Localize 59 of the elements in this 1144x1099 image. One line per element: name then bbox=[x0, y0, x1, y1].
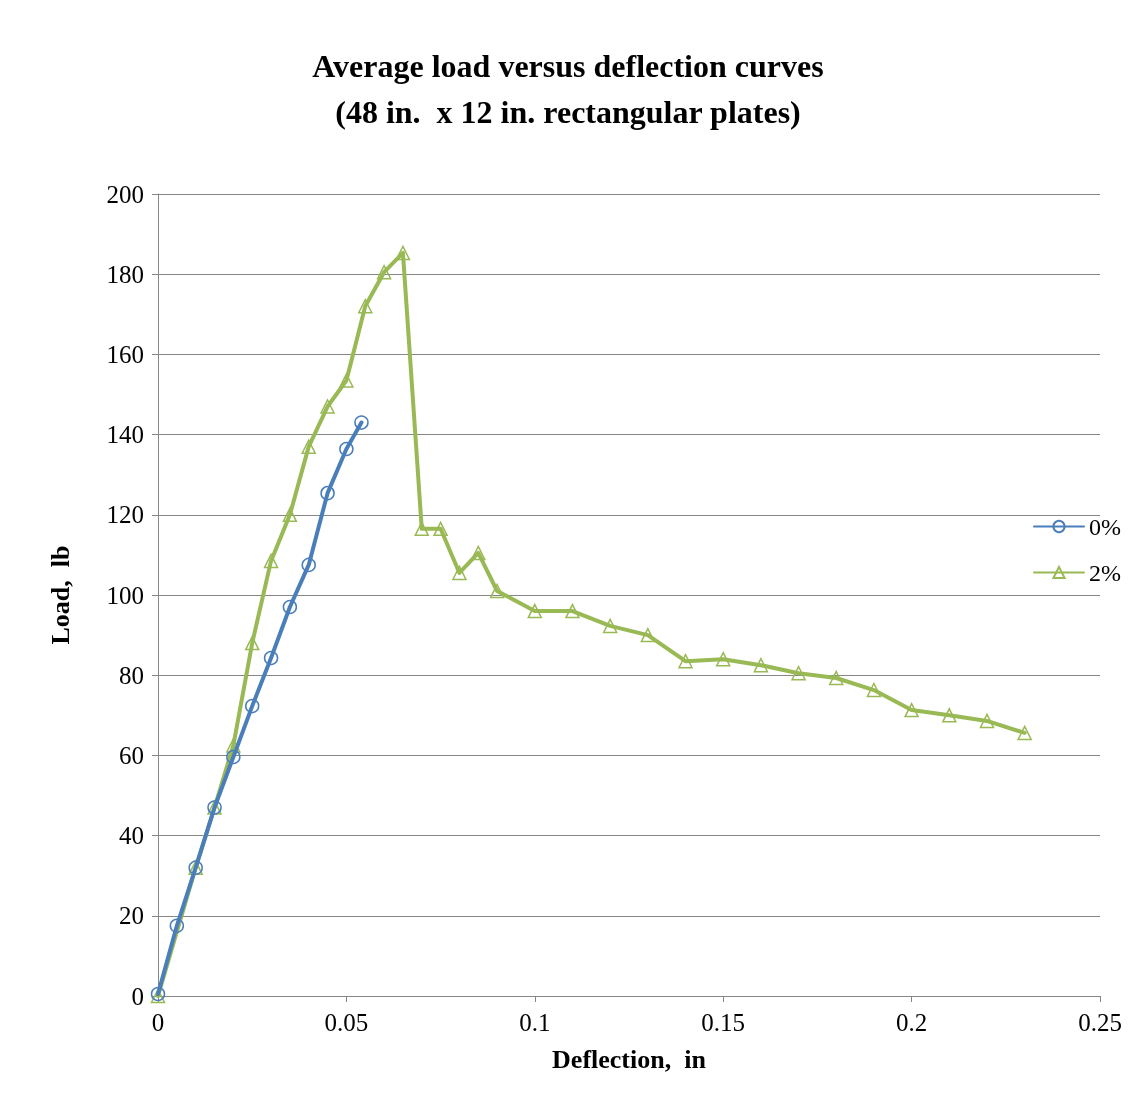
point bbox=[339, 441, 354, 457]
point bbox=[753, 657, 769, 673]
point bbox=[339, 373, 354, 388]
point bbox=[263, 553, 279, 569]
point bbox=[602, 618, 618, 634]
y-tick-label: 20 bbox=[119, 902, 144, 930]
x-tick-label: 0.25 bbox=[1078, 1009, 1122, 1036]
point bbox=[395, 245, 411, 261]
point bbox=[169, 918, 185, 934]
point bbox=[263, 650, 279, 666]
point bbox=[433, 521, 448, 537]
point bbox=[942, 708, 957, 723]
y-tick-label: 180 bbox=[106, 260, 144, 288]
y-tick-label: 80 bbox=[119, 661, 144, 689]
x-tick-label: 0.05 bbox=[324, 1009, 369, 1036]
y-tick-label: 60 bbox=[119, 741, 144, 769]
point bbox=[565, 603, 580, 619]
y-tick-label: 0 bbox=[131, 982, 144, 1010]
point bbox=[678, 653, 693, 669]
y-axis-title: Load, lb bbox=[45, 545, 75, 645]
y-tick-label: 120 bbox=[106, 501, 144, 529]
point bbox=[301, 439, 316, 454]
point bbox=[715, 651, 731, 667]
point bbox=[828, 670, 844, 686]
point bbox=[471, 545, 486, 561]
x-axis-title: Deflection, in bbox=[552, 1044, 707, 1074]
x-tick-label: 0.15 bbox=[701, 1009, 746, 1036]
point bbox=[301, 557, 316, 573]
point bbox=[226, 749, 241, 765]
point bbox=[282, 507, 298, 523]
point bbox=[354, 415, 369, 430]
point bbox=[866, 682, 882, 698]
point bbox=[244, 698, 260, 714]
y-tick-label: 160 bbox=[106, 340, 144, 368]
point bbox=[320, 399, 335, 414]
point bbox=[244, 635, 260, 651]
point bbox=[489, 583, 505, 599]
y-tick-label: 140 bbox=[106, 421, 144, 449]
point bbox=[979, 713, 995, 729]
y-tick-label: 200 bbox=[106, 180, 144, 208]
y-tick-label: 40 bbox=[119, 822, 144, 850]
x-tick-label: 0.2 bbox=[895, 1009, 928, 1036]
y-tick-label: 100 bbox=[106, 581, 144, 609]
point bbox=[904, 702, 919, 718]
x-tick-label: 0.1 bbox=[519, 1009, 551, 1036]
point bbox=[376, 264, 392, 280]
legend-label: 2% bbox=[1089, 559, 1122, 586]
point bbox=[282, 599, 298, 615]
point bbox=[320, 485, 335, 501]
point bbox=[640, 627, 656, 643]
point bbox=[527, 603, 543, 619]
point bbox=[357, 299, 373, 314]
point bbox=[791, 665, 806, 681]
x-tick-label: 0 bbox=[151, 1009, 165, 1036]
point bbox=[1017, 725, 1032, 741]
point bbox=[414, 521, 430, 537]
chart-title: Average load versus deflection curves (48 in. x 12 in. rectangular plates) bbox=[312, 48, 824, 130]
legend-label: 0% bbox=[1089, 513, 1122, 540]
point bbox=[452, 565, 467, 581]
